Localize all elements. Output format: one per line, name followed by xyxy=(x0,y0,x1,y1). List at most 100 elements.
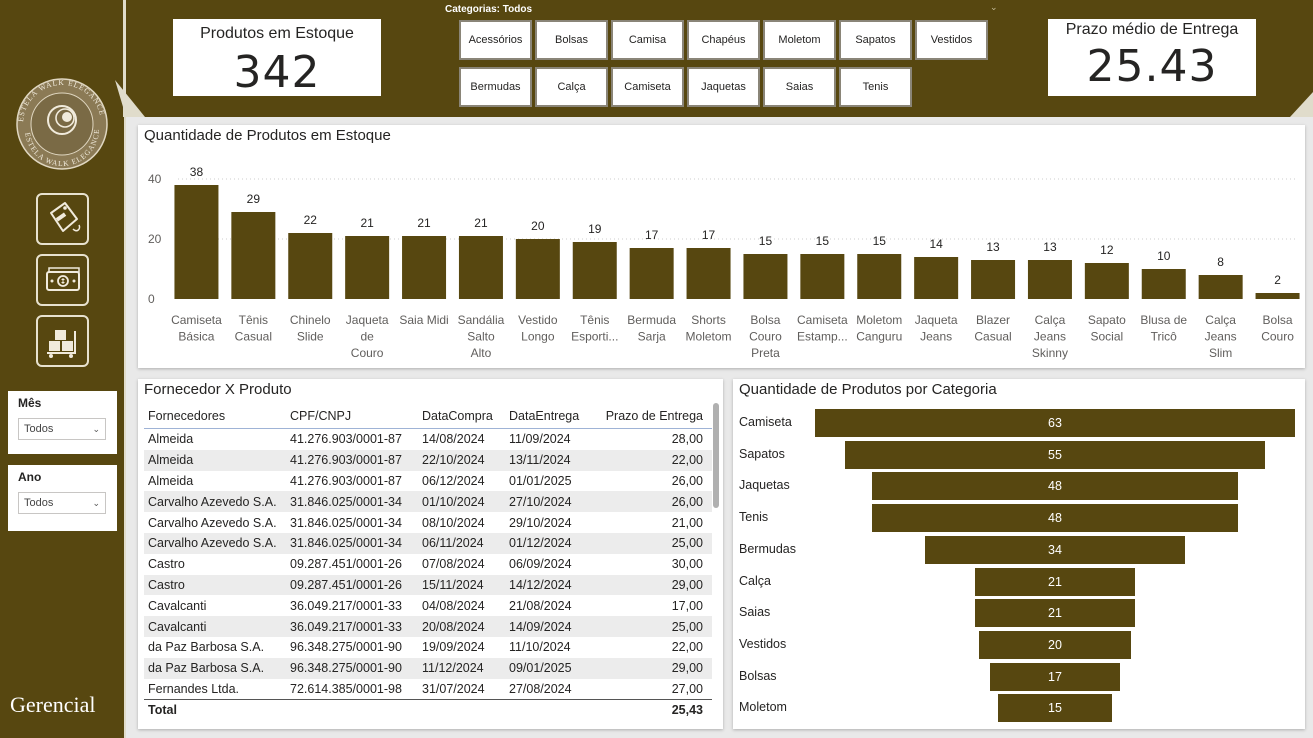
x-tick-label: Moletom Canguru xyxy=(856,313,902,344)
table-cell: Carvalho Azevedo S.A. xyxy=(148,494,277,509)
categoria-button[interactable]: Calça xyxy=(535,67,608,107)
categoria-button[interactable]: Saias xyxy=(763,67,836,107)
table-row[interactable]: Carvalho Azevedo S.A. 31.846.025/0001-34 0… xyxy=(144,512,712,533)
categoria-button[interactable]: Bermudas xyxy=(459,67,532,107)
categoria-button[interactable]: Moletom xyxy=(763,20,836,60)
table-cell: 36.049.217/0001-33 xyxy=(290,598,402,613)
table-row[interactable]: da Paz Barbosa S.A. 96.348.275/0001-90 11/… xyxy=(144,657,712,679)
categoria-button[interactable]: Chapéus xyxy=(687,20,760,60)
data-label: 13 xyxy=(1043,240,1057,254)
bar[interactable] xyxy=(345,236,390,299)
categoria-button[interactable]: Vestidos xyxy=(915,20,988,60)
bar[interactable] xyxy=(174,185,219,299)
funnel-bar[interactable]: 21 xyxy=(975,599,1135,628)
x-tick-label: Camiseta Básica xyxy=(171,313,222,344)
bar[interactable] xyxy=(1255,293,1300,299)
table-row[interactable]: Cavalcanti 36.049.217/0001-33 20/08/2024 14… xyxy=(144,616,712,637)
header-cpf-cnpj[interactable]: CPF/CNPJ xyxy=(290,408,352,423)
table-cell: Cavalcanti xyxy=(148,598,207,613)
table-row[interactable]: Almeida 41.276.903/0001-87 06/12/2024 01/01… xyxy=(144,471,712,492)
table-row[interactable]: da Paz Barbosa S.A. 96.348.275/0001-90 19/… xyxy=(144,637,712,658)
table-cell: 31/07/2024 xyxy=(422,681,485,696)
table-scrollbar[interactable] xyxy=(713,403,719,508)
header-dataentrega[interactable]: DataEntrega xyxy=(509,408,580,423)
bar[interactable] xyxy=(743,254,788,299)
header-datacompra[interactable]: DataCompra xyxy=(422,408,493,423)
categoria-button[interactable]: Camisa xyxy=(611,20,684,60)
data-label: 20 xyxy=(531,219,545,233)
bar[interactable] xyxy=(686,248,731,299)
table-row[interactable]: Castro 09.287.451/0001-26 07/08/2024 06/09/… xyxy=(144,554,712,575)
table-cell: 11/12/2024 xyxy=(422,661,484,676)
funnel-bar[interactable]: 55 xyxy=(845,440,1265,469)
slicer-ano-dropdown[interactable]: Todos ⌄ xyxy=(18,492,106,514)
table-row[interactable]: Almeida 41.276.903/0001-87 14/08/2024 11/09… xyxy=(144,429,712,450)
funnel-bar[interactable]: 63 xyxy=(815,409,1295,437)
categoria-button[interactable]: Bolsas xyxy=(535,20,608,60)
nav-finance-button[interactable] xyxy=(36,254,89,306)
table-cell: 04/08/2024 xyxy=(422,598,485,613)
nav-inventory-button[interactable] xyxy=(36,315,89,367)
bar[interactable] xyxy=(629,248,674,299)
bar[interactable] xyxy=(1084,263,1129,299)
table-row[interactable]: Cavalcanti 36.049.217/0001-33 04/08/2024 21… xyxy=(144,595,712,616)
table-cell: 21,00 xyxy=(671,515,703,530)
slicer-ano-value: Todos xyxy=(24,497,54,509)
funnel-bar[interactable]: 48 xyxy=(872,472,1238,501)
categoria-button[interactable]: Tenis xyxy=(839,67,912,107)
slicer-ano-label: Ano xyxy=(18,470,42,484)
table-cell: 09.287.451/0001-26 xyxy=(290,557,402,572)
bar[interactable] xyxy=(857,254,902,299)
bar[interactable] xyxy=(288,233,333,299)
total-value: 25,43 xyxy=(671,702,703,717)
header-prazo-entrega[interactable]: Prazo de Entrega xyxy=(605,408,703,423)
funnel-bar[interactable]: 21 xyxy=(975,567,1135,596)
bar[interactable] xyxy=(572,242,617,299)
funnel-bar[interactable]: 20 xyxy=(978,630,1132,659)
bar[interactable] xyxy=(515,239,560,299)
fornecedor-table-panel: Fornecedor X Produto Fornecedores CPF/CN… xyxy=(138,379,723,729)
funnel-bar[interactable]: 15 xyxy=(997,694,1113,723)
categoria-button[interactable]: Camiseta xyxy=(611,67,684,107)
y-tick-label: 40 xyxy=(148,172,162,186)
funnel-bar[interactable]: 48 xyxy=(872,504,1238,533)
data-label: 15 xyxy=(759,234,773,248)
table-row[interactable]: Fernandes Ltda. 72.614.385/0001-98 31/07/2… xyxy=(144,679,712,700)
categoria-button[interactable]: Acessórios xyxy=(459,20,532,60)
funnel-category-label: Bolsas xyxy=(739,668,777,683)
table-cell: 21/08/2024 xyxy=(509,598,572,613)
table-cell: 31.846.025/0001-34 xyxy=(290,536,402,551)
table-row[interactable]: Carvalho Azevedo S.A. 31.846.025/0001-34 0… xyxy=(144,491,712,513)
nav-sales-button[interactable] xyxy=(36,193,89,245)
bar[interactable] xyxy=(971,260,1016,299)
table-row[interactable]: Almeida 41.276.903/0001-87 22/10/2024 13/11… xyxy=(144,449,712,471)
x-tick-label: Blusa de Tricô xyxy=(1140,313,1187,344)
funnel-bar[interactable]: 17 xyxy=(990,662,1120,691)
bar[interactable] xyxy=(1027,260,1072,299)
table-cell: 01/12/2024 xyxy=(509,536,572,551)
bar[interactable] xyxy=(1198,275,1243,299)
funnel-bar[interactable]: 34 xyxy=(925,535,1185,564)
data-label: 13 xyxy=(986,240,1000,254)
table-cell: 08/10/2024 xyxy=(422,515,485,530)
x-tick-label: Bolsa Couro xyxy=(1261,313,1294,344)
table-row[interactable]: Castro 09.287.451/0001-26 15/11/2024 14/12/… xyxy=(144,574,712,596)
bar[interactable] xyxy=(800,254,845,299)
bar[interactable] xyxy=(914,257,959,299)
bar[interactable] xyxy=(231,212,276,299)
chevron-down-icon[interactable]: ⌄ xyxy=(990,2,998,12)
categoria-button[interactable]: Jaquetas xyxy=(687,67,760,107)
table-cell: 20/08/2024 xyxy=(422,619,485,634)
bar[interactable] xyxy=(458,236,503,299)
table-cell: da Paz Barbosa S.A. xyxy=(148,640,265,655)
slicer-mes-dropdown[interactable]: Todos ⌄ xyxy=(18,418,106,440)
table-cell: 30,00 xyxy=(671,557,703,572)
header-fornecedores[interactable]: Fornecedores xyxy=(148,408,226,423)
data-label: 15 xyxy=(816,234,830,248)
data-label: 17 xyxy=(702,228,716,242)
table-cell: 41.276.903/0001-87 xyxy=(290,453,402,468)
bar[interactable] xyxy=(1141,269,1186,299)
bar[interactable] xyxy=(402,236,447,299)
table-row[interactable]: Carvalho Azevedo S.A. 31.846.025/0001-34 0… xyxy=(144,532,712,554)
categoria-button[interactable]: Sapatos xyxy=(839,20,912,60)
